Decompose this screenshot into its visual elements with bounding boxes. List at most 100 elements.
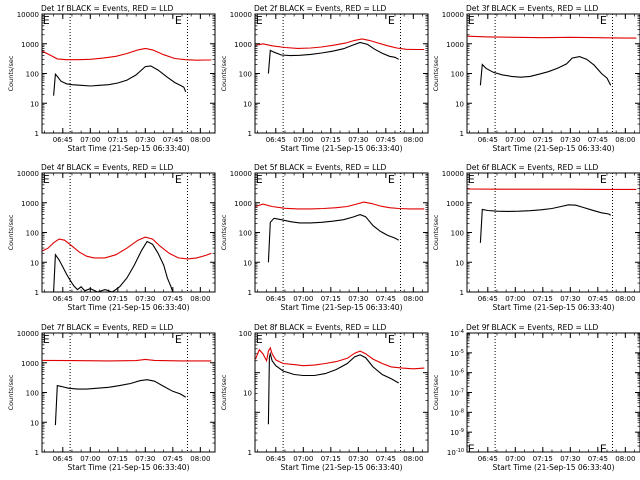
x-tick-label: 08:00 bbox=[615, 295, 635, 303]
x-tick-label: 07:00 bbox=[505, 455, 525, 463]
event-marker: E bbox=[175, 173, 182, 186]
y-tick-base: 10 bbox=[450, 330, 459, 338]
x-axis-label: Start Time (21-Sep-15 06:33:40) bbox=[68, 463, 190, 472]
y-axis-label: Counts/sec bbox=[7, 374, 15, 410]
series-events bbox=[267, 351, 399, 425]
x-tick-label: 07:30 bbox=[560, 455, 580, 463]
y-tick-label: 10 bbox=[30, 419, 39, 427]
series-lld bbox=[42, 47, 212, 61]
y-tick-label: 100 bbox=[26, 390, 39, 398]
y-tick-label: 10-10 bbox=[447, 448, 464, 457]
event-marker: E bbox=[468, 14, 475, 27]
x-tick-label: 07:45 bbox=[588, 136, 608, 144]
x-tick-label: 06:45 bbox=[53, 295, 73, 303]
panel-det-2: Det 2f BLACK = Events, RED = LLD 1 10 100 10… bbox=[220, 4, 429, 153]
event-marker: E bbox=[468, 443, 475, 456]
series-events bbox=[267, 214, 399, 263]
x-tick-label: 07:30 bbox=[135, 455, 155, 463]
plot-title: Det 9f BLACK = Events, RED = LLD bbox=[466, 323, 599, 332]
y-tick-label: 10000 bbox=[230, 11, 252, 19]
y-tick-label: 10 bbox=[243, 390, 252, 398]
x-axis-label: Start Time (21-Sep-15 06:33:40) bbox=[493, 463, 615, 472]
x-tick-label: 06:45 bbox=[266, 455, 286, 463]
y-tick-label: 10 bbox=[243, 259, 252, 267]
y-tick-label: 10-9 bbox=[450, 428, 464, 437]
x-axis-label: Start Time (21-Sep-15 06:33:40) bbox=[281, 303, 403, 312]
x-tick-label: 07:45 bbox=[163, 295, 183, 303]
y-tick-label: 100 bbox=[26, 71, 39, 79]
x-tick-label: 08:00 bbox=[190, 136, 210, 144]
y-tick-exponent: -5 bbox=[459, 349, 464, 355]
x-tick-label: 07:30 bbox=[135, 295, 155, 303]
y-tick-label: 10-7 bbox=[450, 389, 464, 398]
plot-frame bbox=[254, 172, 429, 293]
series-events bbox=[479, 56, 612, 86]
event-marker: E bbox=[600, 173, 607, 186]
y-tick-label: 100 bbox=[451, 71, 464, 79]
event-marker: E bbox=[256, 333, 263, 346]
y-tick-label: 10-8 bbox=[450, 408, 464, 417]
y-axis-label: Counts/sec bbox=[220, 374, 228, 410]
x-tick-label: 06:45 bbox=[53, 136, 73, 144]
y-axis-label: Counts/sec bbox=[220, 55, 228, 91]
x-tick-label: 07:30 bbox=[348, 136, 368, 144]
plot-title: Det 7f BLACK = Events, RED = LLD bbox=[41, 323, 174, 332]
x-tick-label: 07:45 bbox=[588, 295, 608, 303]
x-tick-label: 08:00 bbox=[615, 455, 635, 463]
x-tick-label: 08:00 bbox=[190, 295, 210, 303]
x-tick-label: 07:15 bbox=[533, 295, 553, 303]
x-tick-label: 07:30 bbox=[560, 136, 580, 144]
event-marker: E bbox=[468, 173, 475, 186]
y-tick-exponent: -10 bbox=[456, 448, 464, 454]
event-marker: E bbox=[43, 333, 50, 346]
series-events bbox=[53, 240, 174, 292]
y-tick-base: 10 bbox=[450, 390, 459, 398]
y-tick-label: 100 bbox=[239, 71, 252, 79]
plot-frame bbox=[254, 13, 429, 134]
x-tick-label: 07:00 bbox=[80, 295, 100, 303]
y-tick-label: 1000 bbox=[446, 41, 464, 49]
y-tick-label: 100 bbox=[26, 230, 39, 238]
x-tick-label: 06:45 bbox=[53, 455, 73, 463]
plot-frame bbox=[254, 332, 429, 453]
y-tick-label: 1 bbox=[35, 289, 39, 297]
panel-det-7: Det 7f BLACK = Events, RED = LLD 1 10 100 10… bbox=[7, 323, 216, 472]
series-lld bbox=[255, 346, 425, 370]
x-tick-label: 08:00 bbox=[403, 136, 423, 144]
x-tick-label: 07:00 bbox=[80, 455, 100, 463]
y-tick-label: 1000 bbox=[234, 41, 252, 49]
series-events bbox=[479, 204, 612, 243]
x-tick-label: 07:30 bbox=[348, 455, 368, 463]
x-tick-label: 08:00 bbox=[190, 455, 210, 463]
y-tick-label: 10-4 bbox=[450, 329, 464, 338]
plot-title: Det 5f BLACK = Events, RED = LLD bbox=[254, 163, 387, 172]
y-tick-label: 1000 bbox=[234, 200, 252, 208]
series-lld bbox=[42, 236, 212, 260]
event-marker: E bbox=[600, 14, 607, 27]
event-marker: E bbox=[388, 173, 395, 186]
x-axis-label: Start Time (21-Sep-15 06:33:40) bbox=[493, 303, 615, 312]
x-tick-label: 07:45 bbox=[163, 455, 183, 463]
event-marker: E bbox=[175, 333, 182, 346]
panel-det-3: Det 3f BLACK = Events, RED = LLD 1 10 100 10… bbox=[432, 4, 640, 153]
x-tick-label: 08:00 bbox=[615, 136, 635, 144]
y-tick-label: 1000 bbox=[21, 200, 39, 208]
y-tick-label: 10 bbox=[30, 259, 39, 267]
x-tick-label: 07:15 bbox=[108, 455, 128, 463]
x-axis-label: Start Time (21-Sep-15 06:33:40) bbox=[68, 303, 190, 312]
panel-det-4: Det 4f BLACK = Events, RED = LLD 1 10 100 10… bbox=[7, 163, 216, 312]
x-tick-label: 06:45 bbox=[478, 295, 498, 303]
plot-title: Det 4f BLACK = Events, RED = LLD bbox=[41, 163, 174, 172]
plot-frame bbox=[466, 172, 640, 293]
x-tick-label: 07:00 bbox=[293, 455, 313, 463]
y-tick-label: 10000 bbox=[17, 170, 39, 178]
y-tick-exponent: -9 bbox=[459, 428, 464, 434]
y-tick-label: 10000 bbox=[442, 170, 464, 178]
x-tick-label: 06:45 bbox=[266, 295, 286, 303]
x-tick-label: 06:45 bbox=[266, 136, 286, 144]
x-tick-label: 07:00 bbox=[293, 295, 313, 303]
event-marker: E bbox=[388, 14, 395, 27]
y-tick-label: 10 bbox=[455, 100, 464, 108]
panel-det-1: Det 1f BLACK = Events, RED = LLD 1 10 100 10… bbox=[7, 4, 216, 153]
plot-title: Det 8f BLACK = Events, RED = LLD bbox=[254, 323, 387, 332]
